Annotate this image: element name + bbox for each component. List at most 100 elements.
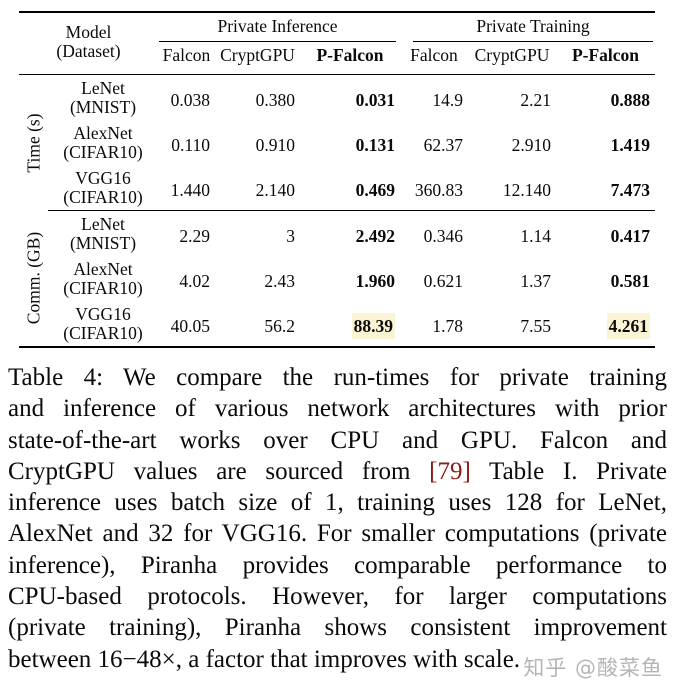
value-cell: 88.39	[300, 301, 400, 347]
value: 62.37	[423, 135, 463, 155]
value-cell: 1.960	[300, 256, 400, 301]
value: 1.960	[355, 271, 395, 291]
table-row-time-s-alexnet: AlexNet (CIFAR10) 0.110 0.910 0.131 62.37 2.91…	[19, 120, 655, 165]
value: 14.9	[432, 90, 463, 110]
value-cell: 0.469	[300, 165, 400, 211]
section-label-cell-time-s: Time (s)	[19, 75, 48, 211]
model-name: LeNet	[81, 214, 125, 234]
column-header-falcon-training: Falcon	[400, 42, 468, 75]
value-cell: 2.492	[300, 211, 400, 257]
caption-line-2: and inference of various network archite…	[8, 395, 667, 423]
value: 0.038	[170, 90, 210, 110]
value: 88.39	[351, 313, 395, 339]
value-cell: 0.031	[300, 75, 400, 121]
model-cell-vgg16: VGG16 (CIFAR10)	[48, 301, 158, 347]
value-cell: 12.140	[468, 165, 556, 211]
caption-line-1: Table 4: We compare the run-times for pr…	[8, 364, 667, 391]
model-name: LeNet	[81, 78, 125, 98]
value-cell: 0.581	[556, 256, 655, 301]
model-cell-lenet: LeNet (MNIST)	[48, 211, 158, 257]
value-cell: 1.440	[158, 165, 215, 211]
model-name: AlexNet	[73, 123, 133, 143]
model-cell-vgg16: VGG16 (CIFAR10)	[48, 165, 158, 211]
table-caption: Table 4: We compare the run-times for pr…	[8, 362, 667, 675]
value: 0.417	[610, 226, 650, 246]
value-cell: 4.02	[158, 256, 215, 301]
value-cell: 1.419	[556, 120, 655, 165]
value-cell: 2.43	[215, 256, 300, 301]
value: 3	[286, 226, 295, 246]
section-label-cell-comm-gb: Comm. (GB)	[19, 211, 48, 348]
caption-line-5: inference uses batch size of 1, training…	[8, 489, 667, 517]
value: 0.888	[610, 90, 650, 110]
value: 0.621	[423, 271, 463, 291]
section-label-time-s: Time (s)	[23, 113, 43, 173]
group-header-row: Model (Dataset) Private Inference Privat…	[19, 12, 655, 75]
model-dataset: (CIFAR10)	[63, 186, 143, 207]
model-name: VGG16	[75, 304, 131, 324]
value-cell: 0.417	[556, 211, 655, 257]
group-header-private-inference: Private Inference	[159, 13, 396, 42]
caption-line-3: state-of-the-art works over CPU and GPU.…	[8, 426, 667, 454]
value-cell: 4.261	[556, 301, 655, 347]
caption-line-8: CPU-based protocols. However, for larger…	[8, 583, 667, 611]
value-cell: 360.83	[400, 165, 468, 211]
value-cell: 0.131	[300, 120, 400, 165]
value: 4.261	[606, 313, 650, 339]
value: 56.2	[264, 316, 295, 336]
column-header-row: Falcon CryptGPU P-Falcon Falcon CryptGPU P-Fa…	[19, 42, 655, 75]
model-header-line2: (Dataset)	[56, 41, 121, 61]
caption-line-10: between 16−48×, a factor that improves w…	[8, 645, 521, 673]
caption-line-6: AlexNet and 32 for VGG16. For smaller co…	[8, 520, 667, 548]
value-cell: 0.110	[158, 120, 215, 165]
value-cell: 0.621	[400, 256, 468, 301]
value: 1.14	[520, 226, 551, 246]
caption-line-7: inference), Piranha provides comparable …	[8, 551, 667, 579]
value-cell: 40.05	[158, 301, 215, 347]
model-cell-lenet: LeNet (MNIST)	[48, 75, 158, 121]
value-cell: 2.140	[215, 165, 300, 211]
value: 0.110	[171, 135, 210, 155]
column-header-falcon-inference: Falcon	[158, 42, 215, 75]
value: 1.78	[432, 316, 463, 336]
table-row-comm-gb-lenet: Comm. (GB) LeNet (MNIST) 2.29 3 2.492 0.346 1.1…	[19, 211, 655, 325]
value: 0.031	[355, 90, 395, 110]
column-header-cryptgpu-inference: CryptGPU	[215, 42, 300, 75]
value: 0.131	[355, 135, 395, 155]
value: 12.140	[502, 180, 551, 200]
value: 0.380	[255, 90, 295, 110]
value-cell: 1.14	[468, 211, 556, 257]
value-cell: 3	[215, 211, 300, 257]
caption-line-4: CryptGPU values are sourced from [79] Ta…	[8, 457, 667, 485]
value: 40.05	[170, 316, 210, 336]
citation-ref-79[interactable]: [79]	[429, 457, 471, 485]
value-cell: 56.2	[215, 301, 300, 347]
value: 2.140	[255, 180, 295, 200]
model-name: VGG16	[75, 168, 131, 188]
value-cell: 1.78	[400, 301, 468, 347]
group-header-private-training: Private Training	[413, 13, 653, 42]
value: 1.419	[610, 135, 650, 155]
value: 1.37	[520, 271, 551, 291]
model-dataset: (CIFAR10)	[63, 322, 143, 343]
column-header-p-falcon-inference: P-Falcon	[300, 42, 400, 75]
model-header-line1: Model	[65, 22, 112, 42]
value-cell: 0.888	[556, 75, 655, 121]
model-dataset: (MNIST)	[69, 96, 137, 117]
value-cell: 7.55	[468, 301, 556, 347]
results-table: Model (Dataset) Private Inference Privat…	[19, 11, 655, 348]
watermark: 知乎 @酸菜鱼	[523, 656, 663, 680]
column-header-p-falcon-training: P-Falcon	[556, 42, 655, 75]
section-label-comm-gb: Comm. (GB)	[23, 232, 43, 325]
value-cell: 2.21	[468, 75, 556, 121]
value: 2.29	[179, 226, 210, 246]
value: 0.346	[423, 226, 463, 246]
column-header-cryptgpu-training: CryptGPU	[468, 42, 556, 75]
value-cell: 0.346	[400, 211, 468, 257]
model-name: AlexNet	[73, 259, 133, 279]
model-dataset-header: Model (Dataset)	[19, 12, 158, 75]
value-cell: 2.29	[158, 211, 215, 257]
value-cell: 0.380	[215, 75, 300, 121]
model-cell-alexnet: AlexNet (CIFAR10)	[48, 120, 158, 165]
value: 4.02	[179, 271, 210, 291]
